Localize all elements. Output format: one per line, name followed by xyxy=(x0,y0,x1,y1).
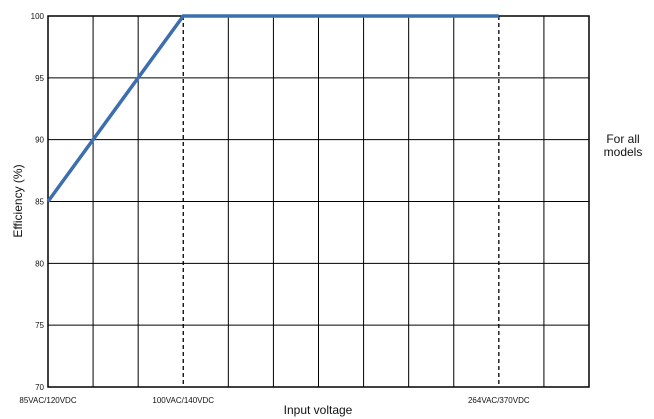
series-line xyxy=(46,14,499,203)
x-tick-labels: 85VAC/120VDC 100VAC/140VDC 264VAC/370VDC xyxy=(19,396,529,405)
x-axis-label: Input voltage xyxy=(284,403,353,417)
y-tick-label: 85 xyxy=(35,198,44,207)
y-axis-label: Efficiency (%) xyxy=(11,164,25,237)
x-tick-label: 100VAC/140VDC xyxy=(152,396,214,405)
dashed-reference-lines xyxy=(182,16,500,387)
x-tick-label: 264VAC/370VDC xyxy=(468,396,530,405)
y-tick-label: 80 xyxy=(35,259,44,268)
x-tick-label: 85VAC/120VDC xyxy=(19,396,76,405)
grid xyxy=(48,16,589,387)
y-tick-label: 70 xyxy=(35,383,44,392)
annotation-line-1: For all xyxy=(606,132,639,146)
y-tick-label: 100 xyxy=(31,12,45,21)
y-tick-labels: 70 75 80 85 90 95 100 xyxy=(31,12,45,392)
series-group xyxy=(46,14,499,203)
y-tick-label: 75 xyxy=(35,321,44,330)
y-tick-label: 95 xyxy=(35,74,44,83)
y-tick-label: 90 xyxy=(35,136,44,145)
annotation-line-2: models xyxy=(604,145,643,159)
